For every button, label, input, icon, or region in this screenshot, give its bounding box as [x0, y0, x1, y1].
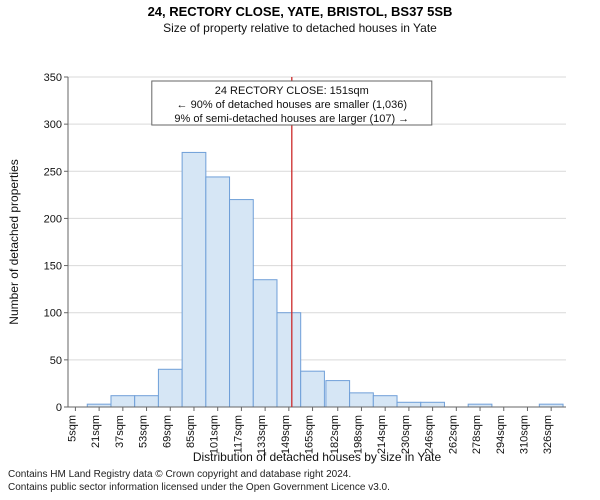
footer-line-1: Contains HM Land Registry data © Crown c…	[8, 469, 592, 482]
histogram-chart: 0 50 100 150 200 250 300 350 5sqm 21sqm 37sqm 53sqm…	[0, 35, 600, 465]
page-subtitle: Size of property relative to detached ho…	[0, 21, 600, 35]
histogram-bar	[350, 393, 374, 407]
y-axis-label: Number of detached properties	[7, 159, 21, 324]
x-tick-label: 326sqm	[542, 415, 554, 454]
y-tick-label: 250	[44, 166, 62, 178]
chart-svg: 0 50 100 150 200 250 300 350 5sqm 21sqm 37sqm 53sqm…	[0, 35, 600, 465]
histogram-bar	[135, 396, 159, 407]
x-tick-label: 230sqm	[400, 415, 412, 454]
y-tick-label: 50	[50, 355, 62, 367]
x-tick-label: 101sqm	[209, 415, 221, 454]
x-tick-label: 21sqm	[90, 415, 102, 448]
histogram-bar	[230, 200, 254, 407]
histogram-bar	[301, 371, 325, 407]
x-tick-label: 53sqm	[138, 415, 150, 448]
x-tick-label: 133sqm	[256, 415, 268, 454]
x-tick-label: 246sqm	[424, 415, 436, 454]
annotation-line-2: ← 90% of detached houses are smaller (1,…	[177, 99, 408, 111]
x-tick-label: 149sqm	[280, 415, 292, 454]
histogram-bar	[373, 396, 397, 407]
histogram-bar	[158, 369, 182, 407]
histogram-bar	[111, 396, 135, 407]
x-tick-label: 165sqm	[304, 415, 316, 454]
x-tick-label: 294sqm	[495, 415, 507, 454]
y-tick-label: 200	[44, 213, 62, 225]
footer: Contains HM Land Registry data © Crown c…	[0, 465, 600, 494]
y-tick-label: 0	[56, 402, 62, 414]
histogram-bar	[253, 280, 277, 407]
footer-line-2: Contains public sector information licen…	[8, 482, 592, 495]
histogram-bar	[206, 177, 230, 407]
annotation-line-3: 9% of semi-detached houses are larger (1…	[174, 113, 409, 125]
x-tick-label: 278sqm	[471, 415, 483, 454]
x-tick-label: 262sqm	[447, 415, 459, 454]
x-tick-label: 214sqm	[376, 415, 388, 454]
y-tick-label: 350	[44, 72, 62, 84]
x-tick-label: 182sqm	[329, 415, 341, 454]
x-tick-label: 198sqm	[352, 415, 364, 454]
histogram-bar	[326, 381, 350, 407]
x-tick-label: 117sqm	[232, 415, 244, 453]
x-axis-label: Distribution of detached houses by size …	[193, 450, 442, 464]
histogram-bar	[421, 402, 445, 407]
x-tick-label: 37sqm	[114, 415, 126, 448]
histogram-bar	[182, 152, 206, 407]
histogram-bar	[277, 313, 301, 407]
y-tick-label: 100	[44, 308, 62, 320]
page-title: 24, RECTORY CLOSE, YATE, BRISTOL, BS37 5…	[0, 4, 600, 19]
y-tick-label: 300	[44, 119, 62, 131]
histogram-bar	[397, 402, 421, 407]
annotation-line-1: 24 RECTORY CLOSE: 151sqm	[215, 85, 369, 97]
y-tick-label: 150	[44, 261, 62, 273]
x-tick-label: 310sqm	[518, 415, 530, 454]
x-tick-label: 5sqm	[66, 415, 78, 442]
x-tick-label: 69sqm	[161, 415, 173, 448]
x-tick-label: 85sqm	[185, 415, 197, 448]
